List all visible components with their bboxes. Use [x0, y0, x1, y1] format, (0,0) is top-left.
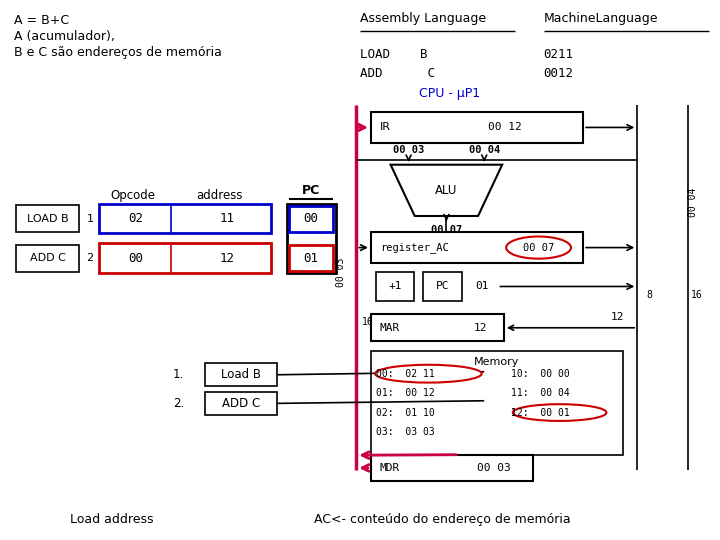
Text: 10:  00 00: 10: 00 00: [510, 369, 570, 379]
FancyBboxPatch shape: [16, 245, 79, 272]
Text: 1: 1: [86, 214, 94, 224]
Text: 03:  03 03: 03: 03 03: [376, 427, 435, 437]
Text: MachineLanguage: MachineLanguage: [544, 12, 658, 25]
Polygon shape: [390, 165, 503, 216]
Text: A (acumulador),: A (acumulador),: [14, 30, 115, 43]
Text: 2: 2: [86, 253, 94, 263]
FancyBboxPatch shape: [287, 204, 336, 273]
Text: ADD C: ADD C: [30, 253, 66, 263]
Text: 01: 01: [475, 281, 488, 292]
FancyBboxPatch shape: [205, 392, 277, 415]
FancyBboxPatch shape: [371, 314, 504, 341]
FancyBboxPatch shape: [371, 351, 623, 455]
FancyBboxPatch shape: [423, 272, 462, 301]
Text: 00 03: 00 03: [336, 258, 346, 287]
FancyBboxPatch shape: [99, 243, 271, 273]
Text: Load address: Load address: [70, 513, 153, 526]
Text: 00: 00: [304, 212, 318, 225]
Text: IR: IR: [380, 123, 391, 132]
Text: 02:  01 10: 02: 01 10: [376, 408, 435, 417]
FancyBboxPatch shape: [205, 363, 277, 386]
Text: ADD C: ADD C: [222, 397, 261, 410]
Text: LOAD B: LOAD B: [27, 214, 68, 224]
Text: 11: 11: [220, 212, 234, 225]
Text: 00 12: 00 12: [487, 123, 521, 132]
Text: CPU - μP1: CPU - μP1: [420, 87, 480, 100]
FancyBboxPatch shape: [371, 112, 583, 143]
Text: 12: 12: [611, 312, 624, 322]
Ellipse shape: [506, 237, 571, 259]
FancyBboxPatch shape: [371, 232, 583, 263]
FancyBboxPatch shape: [16, 205, 79, 232]
Text: A = B+C: A = B+C: [14, 14, 70, 26]
Text: 12:  00 01: 12: 00 01: [510, 408, 570, 417]
Text: 00 04: 00 04: [469, 145, 500, 155]
Text: MAR: MAR: [379, 323, 400, 333]
Text: 0211: 0211: [544, 48, 574, 60]
Text: 1.: 1.: [173, 368, 184, 381]
Text: Assembly Language: Assembly Language: [360, 12, 486, 25]
FancyBboxPatch shape: [99, 204, 271, 233]
Text: 01: 01: [304, 252, 318, 265]
Text: 12:  00 01: 12: 00 01: [510, 408, 570, 417]
Text: PC: PC: [436, 281, 449, 292]
Text: Load B: Load B: [221, 368, 261, 381]
FancyBboxPatch shape: [289, 206, 333, 232]
Text: Opcode: Opcode: [111, 189, 156, 202]
Text: AC<- conteúdo do endereço de memória: AC<- conteúdo do endereço de memória: [315, 513, 571, 526]
Text: 00: 00: [128, 252, 143, 265]
Text: 01:  00 12: 01: 00 12: [376, 388, 435, 398]
Text: LOAD    B: LOAD B: [360, 48, 428, 60]
Text: 00 07: 00 07: [523, 242, 554, 253]
Text: address: address: [197, 189, 243, 202]
Text: PC: PC: [302, 184, 320, 197]
Text: 02: 02: [128, 212, 143, 225]
Ellipse shape: [375, 365, 482, 382]
Text: register_AC: register_AC: [380, 242, 449, 253]
Text: 00 03: 00 03: [477, 463, 510, 473]
Text: 0012: 0012: [544, 67, 574, 80]
Ellipse shape: [513, 404, 606, 421]
Text: 16: 16: [362, 318, 374, 327]
Text: 2.: 2.: [173, 397, 184, 410]
Text: 00 07: 00 07: [431, 225, 462, 235]
Text: 12: 12: [473, 323, 487, 333]
Text: Memory: Memory: [474, 357, 520, 368]
Text: 8: 8: [647, 291, 652, 300]
Text: 00:  02 11: 00: 02 11: [376, 369, 435, 379]
Text: 16: 16: [691, 291, 703, 300]
Text: 12: 12: [220, 252, 234, 265]
Text: +1: +1: [388, 281, 402, 292]
FancyBboxPatch shape: [289, 245, 333, 271]
Text: 00:  02 11: 00: 02 11: [376, 369, 435, 379]
FancyBboxPatch shape: [371, 455, 533, 481]
Text: ALU: ALU: [435, 184, 458, 197]
FancyBboxPatch shape: [376, 272, 414, 301]
Text: MDR: MDR: [379, 463, 400, 473]
Text: ADD      C: ADD C: [360, 67, 435, 80]
Text: 00 03: 00 03: [393, 145, 424, 155]
Text: 00 04: 00 04: [688, 188, 698, 217]
Text: B e C são endereços de memória: B e C são endereços de memória: [14, 46, 222, 59]
Text: 11:  00 04: 11: 00 04: [510, 388, 570, 398]
